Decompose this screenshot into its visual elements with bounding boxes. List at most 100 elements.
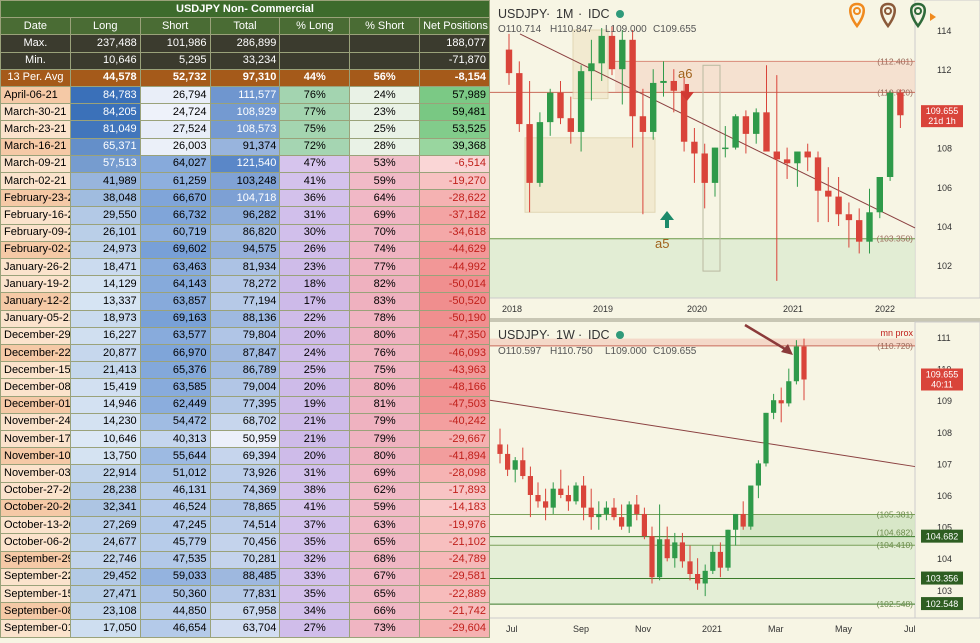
row-pct-long: 18% — [279, 275, 351, 294]
min-row-total: 33,234 — [209, 51, 281, 70]
row-net: -28,622 — [419, 189, 490, 208]
row-date: October-20-20 — [0, 498, 71, 518]
weekly-candle-body — [657, 539, 663, 578]
monthly-candle-body — [680, 90, 688, 142]
row-date: November-17-20 — [0, 430, 71, 449]
table-row: November-10-2013,75055,64469,39420%80%-4… — [0, 447, 490, 466]
weekly-candle-body — [695, 574, 701, 584]
weekly-candle-body — [641, 513, 647, 537]
row-pct-short: 80% — [349, 447, 421, 466]
row-pct-long: 31% — [279, 464, 351, 483]
weekly-candle-body — [619, 517, 625, 527]
weekly-candle-body — [679, 542, 685, 562]
row-net: -44,992 — [419, 258, 490, 277]
cot-table: USDJPY Non- Commercial Date Long Short Total… — [0, 0, 490, 638]
row-date: December-15-20 — [0, 361, 71, 380]
row-date: March-23-21 — [0, 120, 71, 139]
row-net: -29,581 — [419, 567, 490, 586]
table-row: October-13-20 27,269 47,245 74,514 37% 63% -19… — [0, 516, 490, 535]
chart-divider — [490, 318, 980, 322]
row-pct-short: 62% — [349, 481, 421, 500]
row-date: November-10-20 — [0, 447, 71, 466]
row-total: 87,847 — [209, 344, 281, 363]
min-row: Min. 10,646 5,295 33,234 -71,870 — [0, 51, 490, 70]
row-pct-short: 70% — [349, 223, 421, 242]
monthly-ohlc: L109.000 — [605, 24, 647, 35]
row-pct-short: 74% — [349, 240, 421, 260]
weekly-candle-body — [733, 513, 739, 530]
weekly-level-tag — [921, 597, 963, 611]
row-total: 77,831 — [209, 584, 281, 604]
table-row: September-22-2029,45259,03388,48533%67%-… — [0, 567, 490, 586]
table-row: September-08-2023,10844,85067,95834%66%-… — [0, 602, 490, 621]
row-net: -44,629 — [419, 240, 490, 260]
triangle-marker-icon — [930, 13, 936, 21]
row-short: 64,027 — [139, 154, 211, 174]
weekly-candle-body — [535, 495, 541, 502]
row-short: 63,463 — [139, 258, 211, 277]
row-total: 111,577 — [209, 86, 281, 105]
row-long: 81,049 — [69, 120, 141, 139]
row-short: 64,143 — [139, 275, 211, 294]
row-pct-long: 34% — [279, 602, 351, 621]
weekly-interval: 1W — [556, 328, 575, 342]
row-date: February-09-21 — [0, 223, 71, 242]
table-row: March-30-21 84,205 24,724 108,929 77% 23% 59,4… — [0, 103, 490, 122]
location-pin-icon — [853, 7, 861, 15]
avg-row-pct_short: 56% — [349, 68, 421, 88]
row-net: -34,618 — [419, 223, 490, 242]
row-pct-long: 27% — [279, 619, 351, 638]
weekly-support-zone — [740, 514, 915, 546]
weekly-y-tick: 111 — [937, 333, 951, 343]
row-date: December-29-20 — [0, 326, 71, 346]
weekly-symbol: USDJPY — [498, 328, 548, 342]
monthly-candle-body — [711, 147, 719, 183]
table-row: January-05-21 18,973 69,163 88,136 22% 78% -50… — [0, 309, 490, 328]
row-total: 77,194 — [209, 292, 281, 311]
row-pct-short: 59% — [349, 172, 421, 191]
row-long: 14,946 — [69, 395, 141, 414]
row-pct-short: 80% — [349, 378, 421, 397]
row-date: December-22-20 — [0, 344, 71, 363]
row-pct-long: 72% — [279, 137, 351, 156]
row-pct-short: 63% — [349, 516, 421, 535]
row-total: 94,575 — [209, 240, 281, 260]
table-row: January-19-21 14,129 64,143 78,272 18% 82% -50… — [0, 275, 490, 294]
row-pct-long: 75% — [279, 120, 351, 139]
row-pct-short: 73% — [349, 619, 421, 638]
row-date: October-06-20 — [0, 533, 71, 552]
row-date: September-08-20 — [0, 602, 71, 621]
row-pct-short: 23% — [349, 103, 421, 122]
row-long: 10,646 — [69, 430, 141, 449]
row-date: March-16-21 — [0, 137, 71, 156]
row-long: 17,050 — [69, 619, 141, 638]
row-short: 26,003 — [139, 137, 211, 156]
row-pct-long: 47% — [279, 154, 351, 174]
row-short: 69,602 — [139, 240, 211, 260]
row-pct-short: 69% — [349, 464, 421, 483]
row-pct-short: 79% — [349, 412, 421, 432]
weekly-y-tick: 109 — [937, 396, 952, 406]
min-row-short: 5,295 — [139, 51, 211, 70]
row-long: 24,677 — [69, 533, 141, 552]
monthly-candle-body — [742, 116, 750, 134]
monthly-level-label: (103.350) — [877, 234, 914, 244]
table-row: September-15-2027,47150,36077,83135%65%-… — [0, 584, 490, 604]
row-total: 67,958 — [209, 602, 281, 621]
weekly-resistance-zone — [490, 338, 915, 346]
row-pct-short: 75% — [349, 361, 421, 380]
row-pct-short: 53% — [349, 154, 421, 174]
row-pct-long: 24% — [279, 344, 351, 363]
monthly-candle-body — [536, 122, 544, 183]
monthly-candle-body — [763, 112, 770, 152]
row-pct-long: 35% — [279, 584, 351, 604]
weekly-sep: · — [546, 328, 550, 342]
row-pct-short: 82% — [349, 275, 421, 294]
weekly-candle-body — [710, 551, 716, 571]
monthly-interval: 1M — [556, 7, 573, 21]
table-row: February-23-2138,04866,670104,71836%64%-… — [0, 189, 490, 208]
monthly-x-tick: 2021 — [783, 304, 803, 314]
row-date: September-15-20 — [0, 584, 71, 604]
row-pct-short: 24% — [349, 86, 421, 105]
weekly-y-tick: 108 — [937, 428, 952, 438]
